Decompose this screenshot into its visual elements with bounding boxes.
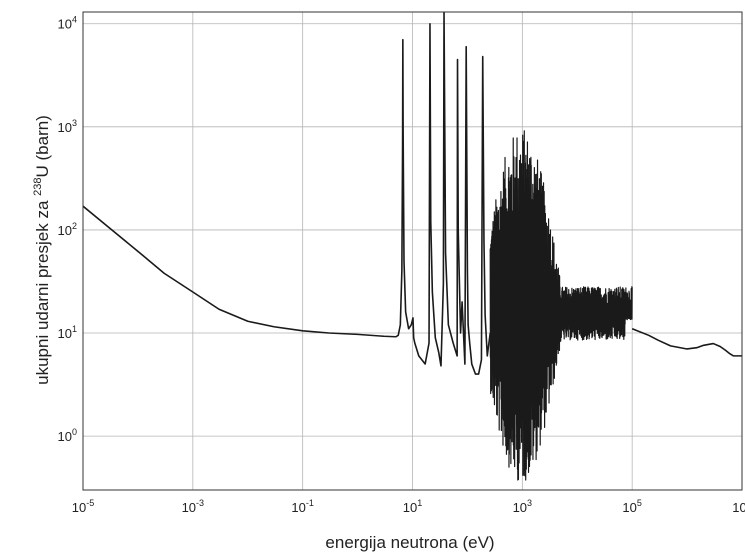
- series-line-1: [631, 327, 742, 357]
- y-axis-label-suffix: U (barn): [33, 115, 52, 177]
- y-tick-labels: 100 101 102 103 104: [58, 15, 77, 444]
- x-tick-label: 103: [513, 498, 532, 515]
- y-tick-label: 101: [58, 324, 77, 341]
- y-tick-label: 104: [58, 15, 77, 32]
- y-tick-label: 103: [58, 118, 77, 135]
- y-axis-label-prefix: ukupni udarni presjek za: [33, 196, 52, 385]
- plot-frame: [82, 11, 743, 491]
- x-axis-label: energija neutrona (eV): [325, 533, 494, 552]
- x-tick-label: 10-1: [291, 498, 313, 515]
- grid-lines: [82, 12, 743, 490]
- y-tick-label: 102: [58, 221, 77, 238]
- series-line-0: [83, 12, 492, 375]
- resonance-forest: [489, 130, 633, 481]
- y-axis-label: ukupni udarni presjek za 238U (barn): [32, 115, 52, 385]
- x-tick-label: 10-5: [72, 498, 94, 515]
- x-tick-label: 107: [732, 498, 745, 515]
- x-tick-label: 10-3: [182, 498, 204, 515]
- series-layer: [83, 12, 742, 481]
- x-tick-label: 105: [622, 498, 641, 515]
- y-axis-label-sup: 238: [32, 177, 44, 195]
- y-tick-label: 100: [58, 427, 77, 444]
- x-tick-labels: 10-5 10-3 10-1 101 103 105 107: [72, 498, 745, 515]
- x-tick-label: 101: [403, 498, 422, 515]
